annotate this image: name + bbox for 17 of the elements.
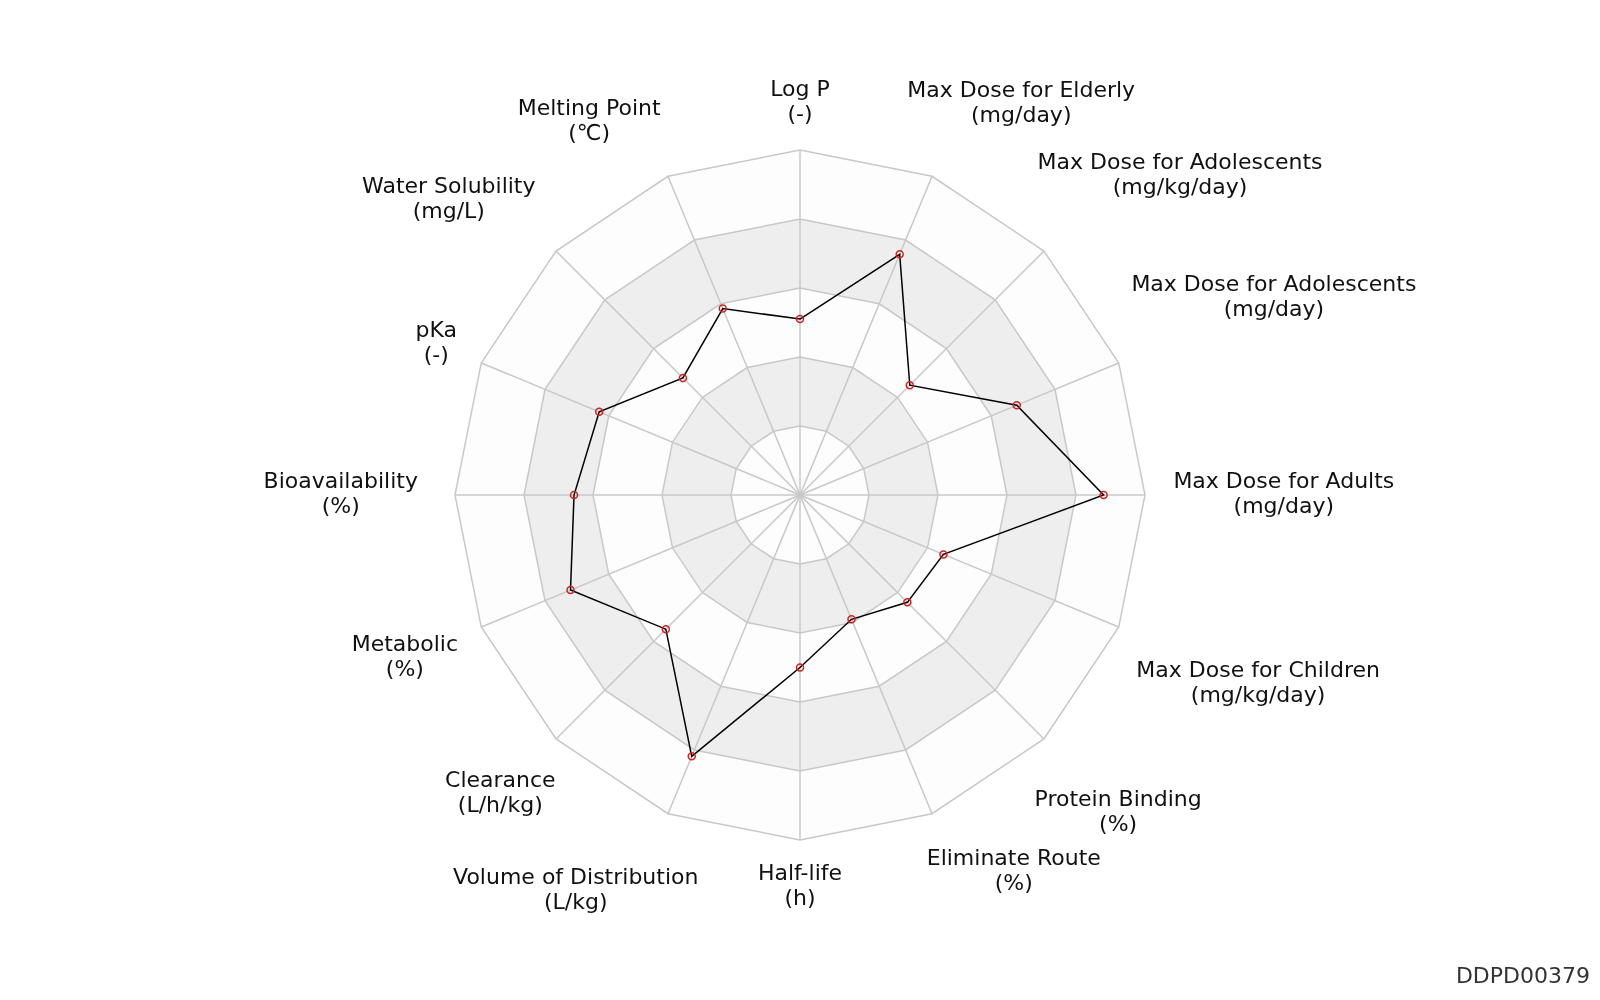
spoke-label: Log P (-) — [770, 75, 830, 126]
spoke-label: Max Dose for Children (mg/kg/day) — [1136, 657, 1380, 708]
spoke-label: Clearance (L/h/kg) — [445, 767, 556, 818]
spoke-label: Volume of Distribution (L/kg) — [453, 863, 699, 914]
spoke-label: Max Dose for Adolescents (mg/day) — [1131, 271, 1417, 322]
spoke-label: Melting Point (℃) — [517, 94, 661, 145]
spoke-label: Protein Binding (%) — [1034, 785, 1202, 836]
spoke-label: Eliminate Route (%) — [926, 845, 1101, 896]
text: DDPD00379 — [1455, 963, 1590, 988]
spoke-label: Max Dose for Elderly (mg/day) — [907, 76, 1136, 127]
spoke-label: Max Dose for Adults (mg/day) — [1173, 467, 1395, 518]
spoke-label: Max Dose for Adolescents (mg/kg/day) — [1037, 148, 1323, 199]
spoke-label: Bioavailability (%) — [263, 467, 418, 518]
spoke-label: Water Solubility (mg/L) — [362, 172, 536, 223]
spoke-label: Half-life (h) — [757, 859, 843, 910]
spoke-label: Metabolic (%) — [351, 631, 459, 682]
spoke-label: pKa (-) — [415, 316, 458, 367]
